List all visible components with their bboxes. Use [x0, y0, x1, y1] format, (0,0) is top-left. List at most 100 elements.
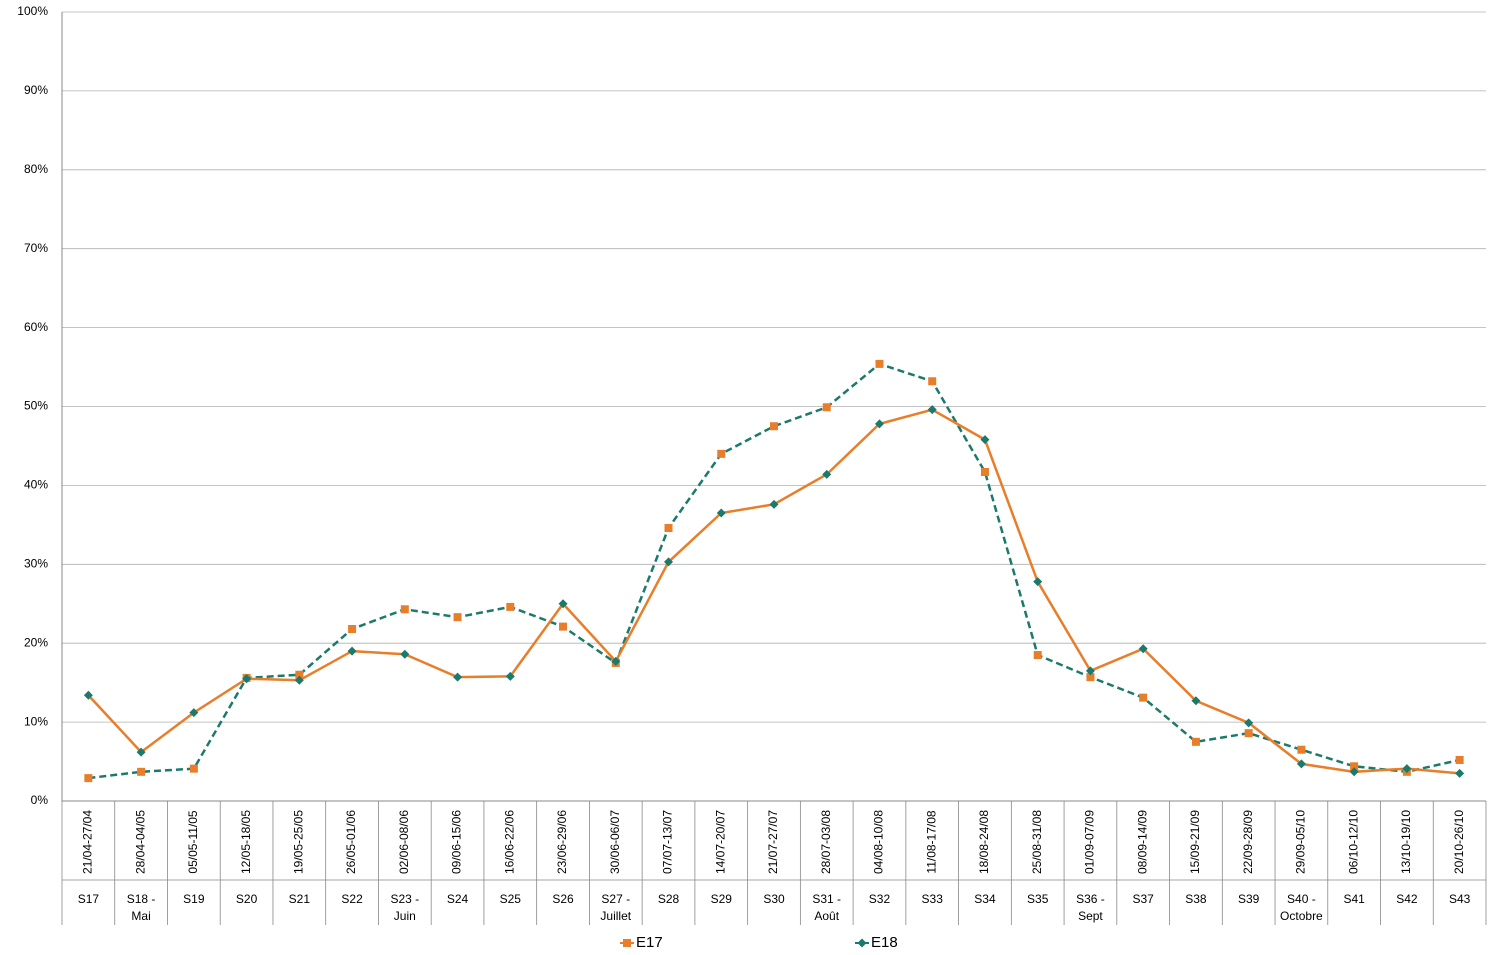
- data-point: [980, 467, 989, 476]
- x-tick-label: 15/09-21/09: [1188, 810, 1202, 874]
- week-label: S34: [974, 892, 996, 906]
- data-point: [137, 767, 146, 776]
- week-label: S38: [1185, 892, 1207, 906]
- data-point: [453, 672, 463, 682]
- week-label: S24: [446, 892, 469, 906]
- data-point: [1402, 764, 1412, 774]
- y-tick-label: 10%: [24, 714, 48, 728]
- data-point: [822, 469, 832, 479]
- data-point: [1191, 737, 1200, 746]
- y-tick-label: 70%: [24, 241, 48, 255]
- week-label: S17: [77, 892, 100, 906]
- week-label: S22: [341, 892, 363, 906]
- data-point: [1138, 644, 1148, 654]
- x-tick-label: 08/09-14/09: [1135, 810, 1149, 874]
- week-label: S32: [868, 892, 891, 906]
- y-tick-label: 80%: [24, 162, 48, 176]
- y-tick-label: 20%: [24, 635, 48, 649]
- x-tick-label: 13/10-19/10: [1399, 810, 1413, 874]
- week-label: S29: [710, 892, 732, 906]
- data-point: [769, 499, 779, 509]
- week-label: S42: [1396, 892, 1418, 906]
- data-point: [295, 670, 304, 679]
- data-point: [559, 622, 568, 631]
- y-tick-label: 60%: [24, 320, 48, 334]
- week-label: S37: [1132, 892, 1154, 906]
- data-point: [1244, 729, 1253, 738]
- data-point: [189, 764, 198, 773]
- week-label: S19: [183, 892, 205, 906]
- series-line: [87, 408, 1460, 775]
- series-line: [88, 362, 1460, 780]
- x-tick-label: 21/07-27/07: [766, 810, 780, 874]
- data-point: [874, 419, 884, 429]
- data-point: [400, 649, 410, 659]
- legend-label: E18: [871, 934, 898, 951]
- week-label: S41: [1343, 892, 1365, 906]
- week-label: S40 - Octobre: [1280, 892, 1323, 923]
- week-label: S18 - Mai: [126, 892, 156, 923]
- data-point: [716, 508, 726, 518]
- x-tick-label: 19/05-25/05: [292, 810, 306, 874]
- week-label: S21: [288, 892, 310, 906]
- data-point: [857, 938, 867, 948]
- data-point: [1349, 767, 1359, 777]
- data-point: [453, 613, 462, 622]
- x-tick-label: 23/06-29/06: [555, 810, 569, 874]
- data-point: [1191, 696, 1201, 706]
- x-tick-label: 04/08-10/08: [872, 810, 886, 874]
- data-point: [1296, 759, 1306, 769]
- week-label: S39: [1237, 892, 1260, 906]
- week-label: S43: [1448, 892, 1471, 906]
- y-tick-label: 100%: [17, 4, 48, 18]
- data-point: [928, 377, 937, 386]
- data-point: [980, 435, 990, 445]
- x-tick-label: 06/10-12/10: [1346, 810, 1360, 874]
- x-tick-label: 16/06-22/06: [502, 810, 516, 874]
- data-point: [1033, 651, 1042, 660]
- x-tick-label: 14/07-20/07: [713, 810, 727, 874]
- legend-label: E17: [636, 934, 663, 951]
- y-tick-label: 90%: [24, 83, 48, 97]
- data-point: [347, 646, 357, 656]
- data-point: [1086, 673, 1095, 682]
- data-point: [1350, 762, 1359, 771]
- week-label: S27 - Juillet: [600, 892, 632, 923]
- y-tick-label: 0%: [31, 793, 49, 807]
- week-label: S26: [552, 892, 574, 906]
- data-point: [875, 359, 884, 368]
- week-label: S30: [763, 892, 785, 906]
- data-point: [1455, 768, 1465, 778]
- data-point: [400, 605, 409, 614]
- x-tick-label: 30/06-06/07: [608, 810, 622, 874]
- data-point: [505, 671, 515, 681]
- data-point: [242, 674, 252, 684]
- x-tick-label: 28/07-03/08: [819, 810, 833, 874]
- data-point: [506, 602, 515, 611]
- week-label: S23 - Juin: [390, 892, 420, 923]
- data-point: [558, 599, 568, 609]
- x-tick-label: 21/04-27/04: [81, 810, 95, 874]
- x-tick-label: 07/07-13/07: [661, 810, 675, 874]
- data-point: [717, 449, 726, 458]
- x-tick-label: 05/05-11/05: [186, 810, 200, 873]
- data-point: [189, 708, 199, 718]
- data-point: [1297, 745, 1306, 754]
- x-tick-label: 11/08-17/08: [924, 810, 938, 873]
- x-tick-label: 20/10-26/10: [1452, 810, 1466, 874]
- data-point: [1139, 693, 1148, 702]
- x-tick-label: 09/06-15/06: [450, 810, 464, 874]
- data-point: [770, 422, 778, 431]
- data-point: [136, 747, 146, 757]
- data-point: [822, 403, 831, 412]
- x-tick-label: 01/09-07/09: [1083, 810, 1097, 874]
- data-point: [294, 675, 304, 685]
- x-tick-label: 22/09-28/09: [1241, 810, 1255, 874]
- x-tick-label: 12/05-18/05: [239, 810, 253, 874]
- week-label: S35: [1027, 892, 1049, 906]
- data-point: [84, 774, 93, 783]
- data-point: [664, 557, 674, 567]
- x-tick-label: 18/08-24/08: [977, 810, 991, 874]
